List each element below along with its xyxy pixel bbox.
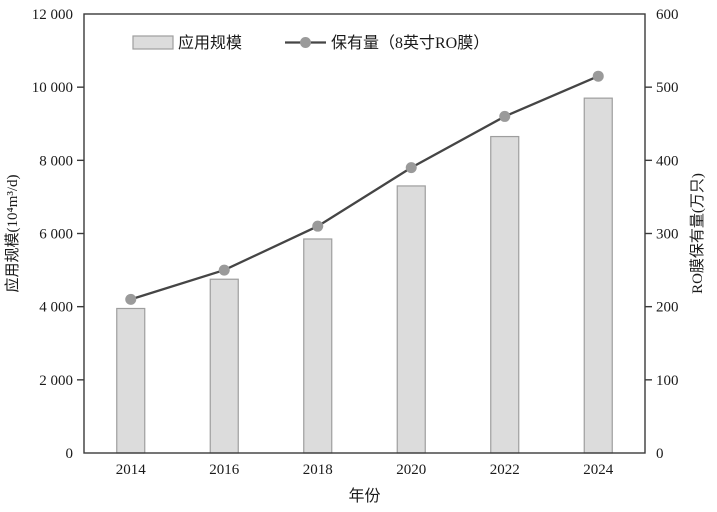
left-axis-tick-label: 0 [66, 446, 74, 462]
bar-2018 [303, 238, 333, 454]
bar-2014 [116, 307, 146, 454]
data-point-marker-2020 [405, 162, 417, 174]
bar-2022 [490, 135, 520, 454]
x-tick-label: 2022 [490, 462, 520, 478]
x-axis-title: 年份 [348, 487, 380, 505]
bar-2016 [209, 278, 239, 454]
right-axis-tick-label: 300 [656, 227, 679, 243]
left-axis-tick-label: 12 000 [32, 7, 73, 23]
y-axis-right-title: RO膜保有量(万只) [689, 173, 706, 294]
left-axis-tick-label: 2 000 [39, 373, 73, 389]
data-point-marker-2024 [592, 70, 604, 82]
right-axis-tick-label: 600 [656, 7, 679, 23]
right-axis-tick-label: 400 [656, 153, 679, 169]
right-axis-tick-label: 0 [656, 446, 664, 462]
right-axis-tick-label: 500 [656, 80, 679, 96]
legend-swatch-bar [132, 35, 174, 50]
left-axis-tick-label: 4 000 [39, 300, 73, 316]
x-tick-label: 2024 [583, 462, 614, 478]
y-axis-left-title: 应用规模(10⁴m³/d) [3, 174, 21, 292]
plot-frame [83, 13, 646, 454]
legend-label-bar: 应用规模 [178, 33, 242, 52]
x-tick-label: 2014 [116, 462, 147, 478]
bar-2024 [583, 97, 613, 454]
data-point-marker-2022 [499, 110, 511, 122]
left-axis-tick-label: 6 000 [39, 227, 73, 243]
right-axis-tick-label: 100 [656, 373, 679, 389]
left-axis-tick-label: 10 000 [32, 80, 73, 96]
data-point-marker-2016 [218, 264, 230, 276]
legend-label-line: 保有量（8英寸RO膜） [331, 34, 489, 52]
x-tick-label: 2020 [396, 462, 426, 478]
left-axis-tick-label: 8 000 [39, 153, 73, 169]
x-tick-label: 2016 [209, 462, 240, 478]
trend-line [130, 75, 599, 301]
data-point-marker-2018 [312, 220, 324, 232]
right-axis-tick-label: 200 [656, 300, 679, 316]
x-tick-label: 2018 [303, 462, 333, 478]
legend-marker [300, 37, 311, 48]
data-point-marker-2014 [125, 293, 137, 305]
bar-2020 [396, 185, 426, 454]
